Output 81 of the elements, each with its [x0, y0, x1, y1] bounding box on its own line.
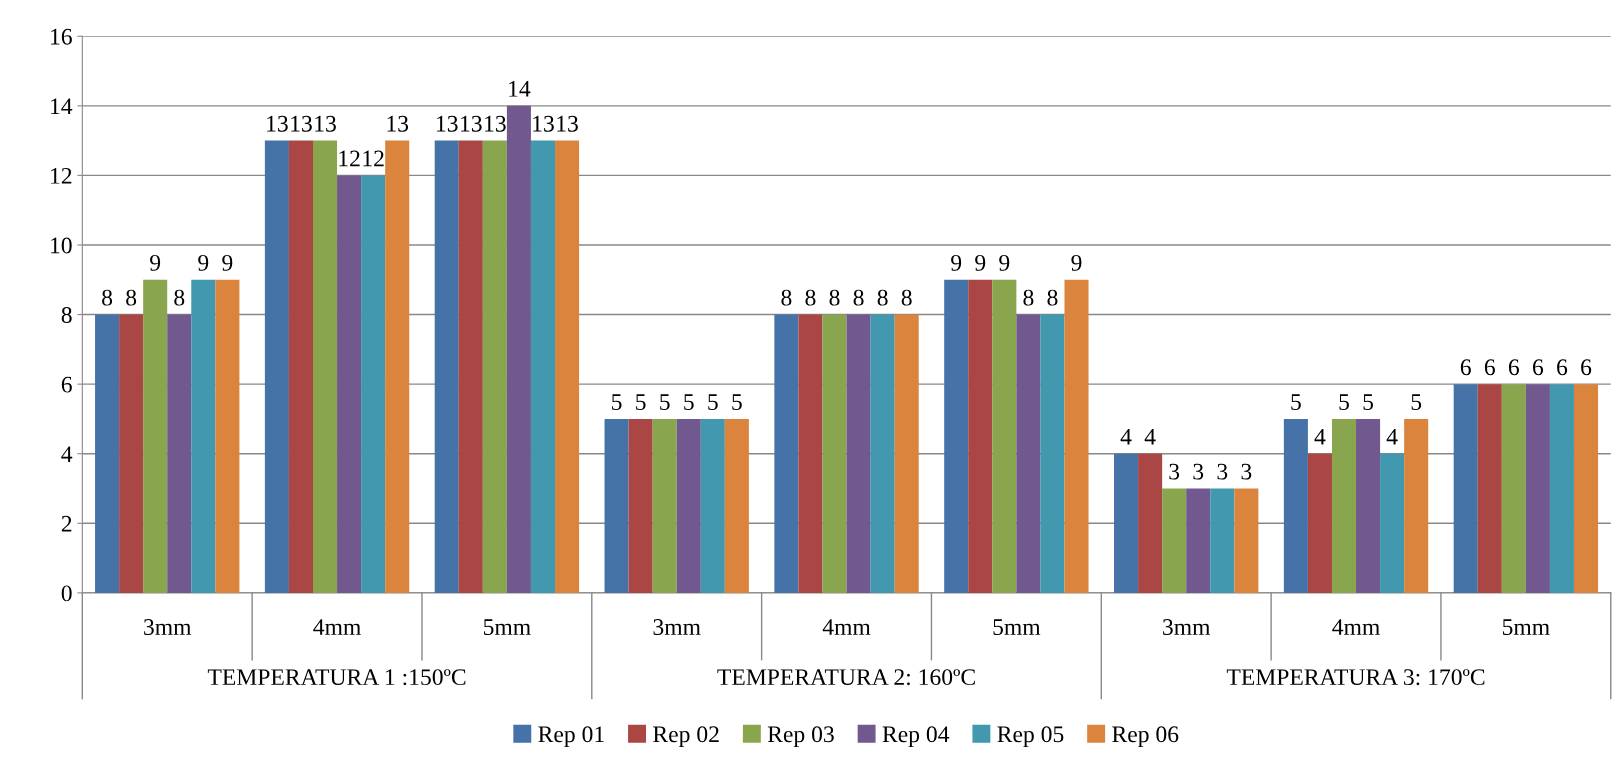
- data-label: 3: [1217, 463, 1228, 480]
- text: TEMPERATURA 3: 170ºC: [1226, 669, 1485, 686]
- data-label: 9: [198, 254, 209, 271]
- x-tick-label: 4mm: [822, 619, 871, 635]
- data-label: 13: [461, 115, 482, 132]
- data-label: 8: [126, 289, 137, 306]
- data-label: 6: [1533, 359, 1544, 376]
- data-label: 8: [1047, 289, 1058, 306]
- data-label: 5: [1339, 394, 1349, 410]
- data-label: 6: [1557, 359, 1568, 376]
- data-label: 6: [1484, 359, 1495, 376]
- data-label: 8: [901, 289, 912, 306]
- data-label: 8: [877, 289, 888, 306]
- x-tick-label: 4mm: [1332, 619, 1380, 635]
- data-label: 5: [636, 394, 646, 410]
- data-label: 13: [557, 115, 578, 132]
- data-label: 6: [1508, 359, 1520, 376]
- data-label: 8: [102, 289, 113, 306]
- data-label: 14: [509, 81, 531, 97]
- data-label: 9: [222, 254, 233, 271]
- legend-label: Rep 04: [882, 726, 950, 748]
- text: TEMPERATURA 2: 160ºC: [717, 669, 975, 686]
- data-label: 8: [805, 289, 816, 306]
- data-label: 12: [363, 150, 384, 167]
- data-label: 3: [1241, 463, 1252, 480]
- x-tick-label: 5mm: [483, 619, 531, 635]
- x-tick-label: 3mm: [144, 619, 192, 635]
- data-label: 4: [1144, 429, 1156, 445]
- data-label: 8: [174, 289, 185, 306]
- y-tick-label: 12: [51, 167, 72, 184]
- data-label: 13: [533, 115, 554, 132]
- data-label: 6: [1460, 359, 1471, 376]
- data-label: 13: [291, 115, 312, 132]
- data-label: 8: [829, 289, 840, 306]
- legend-label: Rep 03: [767, 726, 834, 748]
- data-label: 5: [684, 394, 694, 410]
- data-label: 13: [315, 115, 336, 132]
- y-tick-label: 6: [61, 376, 72, 393]
- data-label: 3: [1193, 463, 1204, 480]
- y-tick-label: 0: [61, 585, 72, 602]
- data-label: 13: [485, 115, 506, 132]
- data-label: 9: [150, 254, 161, 271]
- y-tick-label: 2: [61, 515, 72, 532]
- data-label: 9: [975, 254, 986, 271]
- data-label: 6: [1581, 359, 1592, 376]
- data-label: 5: [1363, 394, 1374, 410]
- y-tick-label: 14: [51, 98, 73, 115]
- data-label: 5: [732, 394, 742, 410]
- data-label: 4: [1314, 429, 1326, 445]
- x-tick-label: 5mm: [993, 619, 1041, 635]
- legend-label: Rep 06: [1112, 726, 1179, 748]
- data-label: 4: [1120, 429, 1132, 445]
- legend-label: Rep 02: [653, 726, 719, 748]
- data-label: 5: [1411, 394, 1422, 410]
- data-label: 13: [437, 115, 458, 132]
- data-label: 9: [999, 254, 1010, 271]
- data-label: 13: [267, 115, 288, 132]
- data-label: 12: [339, 150, 360, 167]
- data-label: 5: [708, 394, 718, 410]
- data-label: 9: [1071, 254, 1082, 271]
- data-label: 8: [853, 289, 864, 306]
- y-tick-label: 8: [61, 307, 72, 323]
- y-tick-label: 4: [61, 446, 73, 462]
- text: TEMPERATURA 1 :150ºC: [207, 669, 466, 686]
- legend-label: Rep 05: [997, 726, 1064, 748]
- data-label: 9: [951, 254, 962, 271]
- data-label: 4: [1386, 429, 1398, 445]
- legend-label: Rep 01: [538, 726, 604, 748]
- x-tick-label: 5mm: [1502, 619, 1550, 635]
- data-label: 13: [387, 115, 409, 132]
- data-label: 5: [660, 394, 670, 410]
- y-tick-label: 16: [51, 28, 72, 45]
- x-tick-label: 4mm: [313, 619, 361, 635]
- data-label: 5: [612, 394, 622, 410]
- x-tick-label: 3mm: [1163, 619, 1211, 635]
- x-tick-label: 3mm: [653, 619, 701, 635]
- data-label: 8: [781, 289, 792, 306]
- data-label: 3: [1169, 463, 1180, 480]
- data-label: 5: [1291, 394, 1301, 410]
- data-label: 8: [1023, 289, 1034, 306]
- y-tick-label: 10: [51, 237, 72, 254]
